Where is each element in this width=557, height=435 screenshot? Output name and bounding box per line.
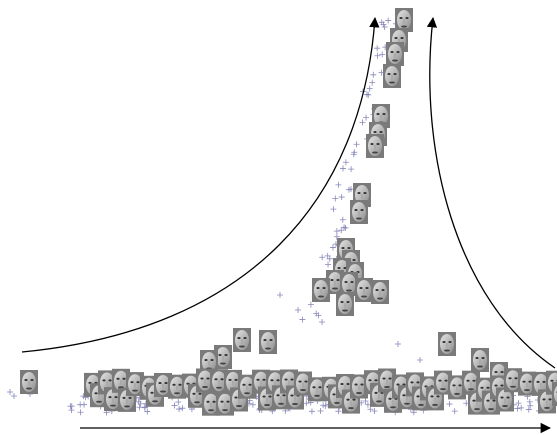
plus-marker bbox=[369, 80, 375, 86]
plus-marker bbox=[340, 165, 346, 171]
plus-marker bbox=[527, 403, 533, 409]
plus-marker bbox=[343, 159, 349, 165]
plus-marker bbox=[341, 224, 347, 230]
plus-marker bbox=[367, 86, 373, 92]
plus-marker bbox=[323, 403, 329, 409]
plus-marker bbox=[319, 254, 325, 260]
face-thumbnail bbox=[20, 370, 38, 394]
face-thumbnail bbox=[233, 328, 251, 352]
plus-marker bbox=[325, 261, 331, 267]
plus-marker bbox=[334, 228, 340, 234]
face-thumbnail bbox=[366, 134, 384, 158]
plus-marker bbox=[452, 408, 458, 414]
face-thumbnail bbox=[383, 64, 401, 88]
face-thumbnail bbox=[471, 348, 489, 372]
face-thumbnail bbox=[552, 382, 557, 406]
plus-marker bbox=[446, 401, 452, 407]
plus-marker bbox=[340, 217, 346, 223]
plus-marker bbox=[382, 24, 388, 30]
plus-marker bbox=[309, 408, 315, 414]
plus-marker bbox=[330, 206, 336, 212]
plus-marker bbox=[385, 18, 391, 24]
plus-marker bbox=[417, 357, 423, 363]
plus-marker bbox=[374, 45, 380, 51]
plus-marker bbox=[330, 245, 336, 251]
plus-marker bbox=[526, 406, 532, 412]
plus-marker bbox=[339, 194, 345, 200]
plus-marker bbox=[527, 399, 533, 405]
plus-marker bbox=[365, 92, 371, 98]
plus-marker bbox=[277, 292, 283, 298]
face-thumbnail bbox=[350, 200, 368, 224]
face-thumbnail bbox=[312, 278, 330, 302]
plus-marker bbox=[364, 91, 370, 97]
plus-marker bbox=[11, 393, 17, 399]
plus-marker bbox=[348, 166, 354, 172]
plus-marker bbox=[7, 389, 13, 395]
face-thumbnail bbox=[438, 332, 456, 356]
plus-marker bbox=[171, 403, 177, 409]
plus-marker bbox=[320, 402, 326, 408]
plus-marker bbox=[335, 408, 341, 414]
face-thumbnail bbox=[355, 278, 373, 302]
plus-marker bbox=[395, 341, 401, 347]
plus-marker bbox=[308, 302, 314, 308]
plus-marker bbox=[175, 399, 181, 405]
face-layer bbox=[20, 8, 557, 416]
plus-marker bbox=[176, 406, 182, 412]
face-thumbnail bbox=[386, 42, 404, 66]
plus-marker bbox=[179, 405, 185, 411]
plus-marker bbox=[295, 307, 301, 313]
plus-marker bbox=[359, 119, 365, 125]
plus-marker bbox=[363, 115, 369, 121]
face-thumbnail bbox=[259, 330, 277, 354]
plus-marker bbox=[518, 405, 524, 411]
plus-marker bbox=[77, 409, 83, 415]
face-thumbnail bbox=[336, 292, 354, 316]
plus-marker bbox=[379, 51, 385, 57]
plus-marker bbox=[370, 72, 376, 78]
plus-marker bbox=[332, 195, 338, 201]
right-arrow bbox=[430, 18, 555, 368]
plus-marker bbox=[137, 404, 143, 410]
plus-marker bbox=[335, 182, 341, 188]
face-thumbnail bbox=[371, 280, 389, 304]
plus-marker bbox=[318, 408, 324, 414]
plus-marker bbox=[354, 141, 360, 147]
plus-marker bbox=[68, 407, 74, 413]
plus-marker bbox=[250, 402, 256, 408]
plus-marker bbox=[299, 317, 305, 323]
plus-marker bbox=[81, 402, 87, 408]
page: {} (() => { const NS = 'http://www.w3.or… bbox=[0, 0, 557, 435]
plus-marker bbox=[375, 53, 381, 59]
plus-marker bbox=[319, 319, 325, 325]
embedding-figure bbox=[0, 0, 557, 435]
plus-marker bbox=[514, 406, 520, 412]
